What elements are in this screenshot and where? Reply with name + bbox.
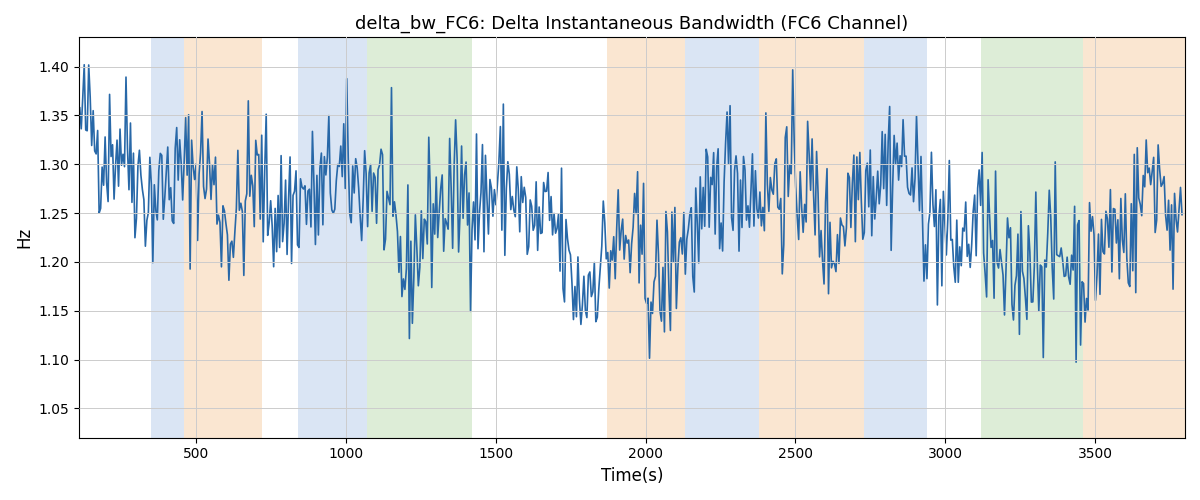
- Bar: [607, 38, 684, 438]
- Bar: [982, 38, 1084, 438]
- X-axis label: Time(s): Time(s): [601, 467, 664, 485]
- Bar: [151, 38, 184, 438]
- Bar: [298, 38, 367, 438]
- Bar: [184, 38, 262, 438]
- Y-axis label: Hz: Hz: [14, 227, 32, 248]
- Bar: [760, 38, 864, 438]
- Bar: [864, 38, 928, 438]
- Bar: [1084, 38, 1186, 438]
- Bar: [684, 38, 760, 438]
- Bar: [367, 38, 472, 438]
- Title: delta_bw_FC6: Delta Instantaneous Bandwidth (FC6 Channel): delta_bw_FC6: Delta Instantaneous Bandwi…: [355, 15, 908, 34]
